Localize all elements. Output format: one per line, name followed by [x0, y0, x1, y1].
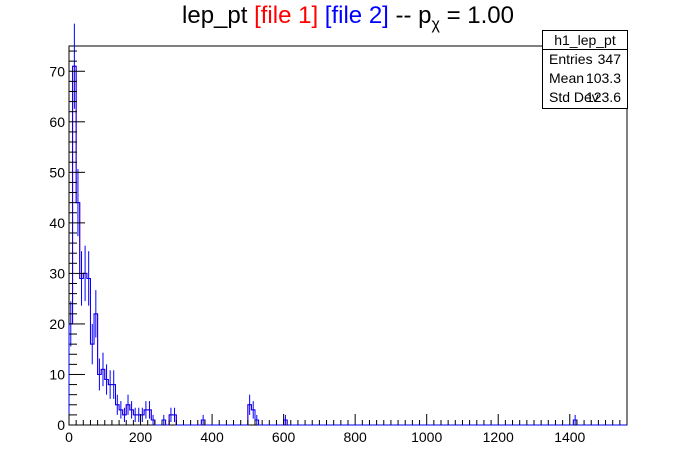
y-tick-label: 70 — [49, 63, 65, 79]
plot-area: 0 200 400 600 800 1000 1200 1400 0 10 20 30 40 50 60 70 — [49, 23, 628, 445]
stats-row-stddev: Std Dev 123.6 — [543, 88, 627, 107]
y-tick-label: 30 — [49, 265, 65, 281]
y-tick-label: 20 — [49, 316, 65, 332]
x-tick-label: 200 — [129, 429, 153, 445]
title-subscript: χ — [431, 15, 440, 33]
x-tick-label: 800 — [343, 429, 367, 445]
x-tick-label: 0 — [65, 429, 73, 445]
stats-value: 103.3 — [585, 70, 621, 86]
series-1-histogram — [68, 65, 627, 426]
stats-value: 123.6 — [585, 89, 621, 105]
title-file2: [file 2] — [324, 2, 389, 29]
y-tick-label: 50 — [49, 164, 65, 180]
stats-row-mean: Mean 103.3 — [543, 69, 627, 88]
title-prefix: lep_pt — [182, 2, 255, 29]
series-2-histogram — [68, 65, 627, 426]
stats-value: 347 — [597, 51, 621, 67]
y-tick-label: 40 — [49, 215, 65, 231]
stats-box: h1_lep_pt Entries 347 Mean 103.3 Std Dev… — [542, 30, 628, 109]
y-tick-label: 0 — [57, 417, 65, 433]
x-tick-label: 1400 — [554, 429, 585, 445]
y-tick-label: 60 — [49, 114, 65, 130]
stats-label: Std Dev — [549, 89, 599, 105]
x-tick-label: 1200 — [483, 429, 514, 445]
title-suffix: = 1.00 — [439, 2, 514, 29]
y-tick-label: 10 — [49, 366, 65, 382]
chart-title: lep_pt [file 1] [file 2] -- pχ = 1.00 — [0, 2, 696, 34]
x-tick-label: 400 — [200, 429, 224, 445]
x-tick-label: 600 — [272, 429, 296, 445]
title-file1: [file 1] — [254, 2, 319, 29]
stats-label: Entries — [549, 51, 593, 67]
stats-histogram-name: h1_lep_pt — [543, 31, 627, 50]
title-middle: -- p — [388, 2, 432, 29]
x-tick-label: 1000 — [411, 429, 442, 445]
stats-row-entries: Entries 347 — [543, 50, 627, 69]
stats-label: Mean — [549, 70, 585, 86]
